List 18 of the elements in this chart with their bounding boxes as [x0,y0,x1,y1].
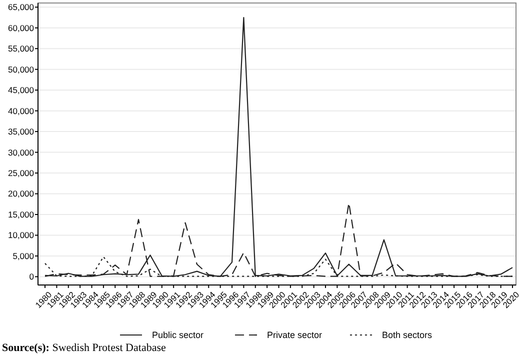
y-tick-label: 0 [29,272,34,282]
legend-label: Both sectors [382,330,433,340]
y-tick-label: 15,000 [8,209,34,220]
y-tick-label: 10,000 [8,230,34,240]
legend-label: Public sector [152,330,204,340]
y-tick-label: 55,000 [8,44,34,54]
legend-label: Private sector [267,330,322,340]
y-tick-label: 20,000 [8,188,34,199]
y-tick-label: 30,000 [8,147,34,158]
y-tick-label: 25,000 [8,168,34,178]
y-tick-label: 40,000 [8,106,34,116]
source-note: Source(s): Swedish Protest Database [2,342,166,354]
y-tick-label: 5,000 [12,250,34,261]
y-tick-label: 60,000 [8,22,34,33]
y-tick-label: 45,000 [8,85,34,96]
y-tick-label: 65,000 [8,2,34,12]
y-tick-label: 35,000 [8,126,34,137]
y-tick-label: 50,000 [8,64,34,74]
